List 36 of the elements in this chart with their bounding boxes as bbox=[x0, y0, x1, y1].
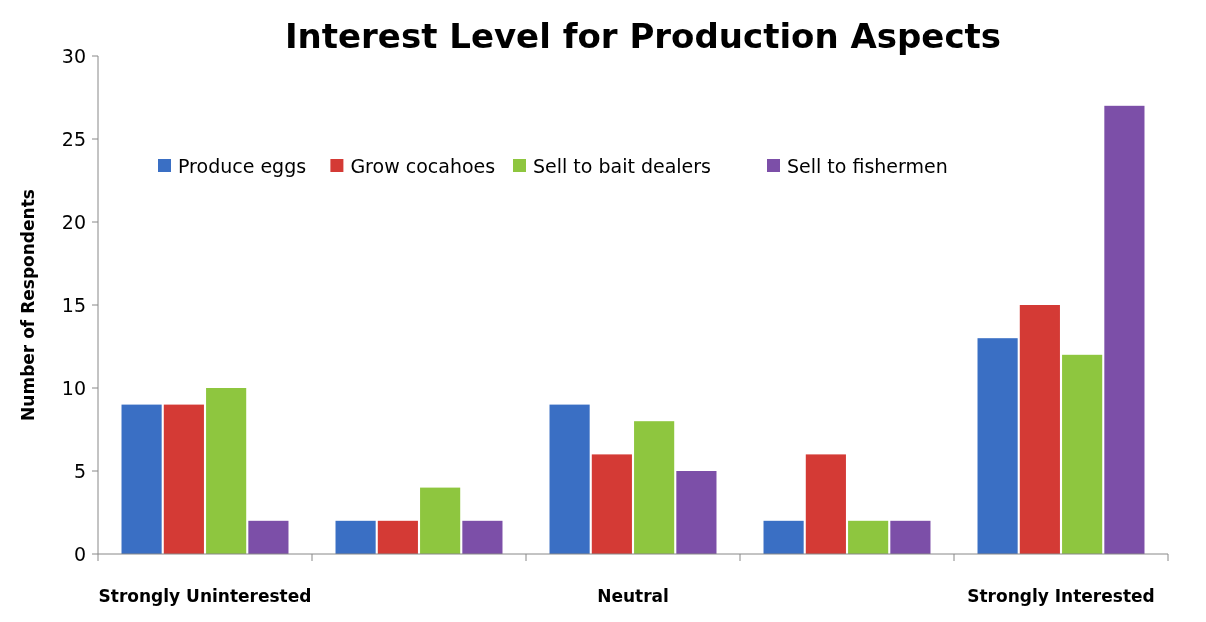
legend-label: Sell to bait dealers bbox=[533, 154, 712, 177]
y-tick-label: 5 bbox=[73, 459, 86, 482]
bar bbox=[420, 487, 461, 554]
y-tick-label: 0 bbox=[73, 542, 86, 565]
bar bbox=[634, 421, 675, 554]
bar bbox=[462, 520, 503, 554]
x-tick-label: Strongly Interested bbox=[967, 586, 1155, 606]
chart-title: Interest Level for Production Aspects bbox=[284, 16, 1002, 56]
x-tick-label: Strongly Uninterested bbox=[98, 586, 312, 606]
legend-label: Produce eggs bbox=[178, 154, 307, 177]
bar bbox=[377, 520, 418, 554]
bar bbox=[763, 520, 804, 554]
bar bbox=[121, 404, 162, 554]
bar bbox=[890, 520, 931, 554]
y-tick-label: 20 bbox=[61, 210, 86, 233]
bar bbox=[1019, 305, 1060, 554]
y-tick-label: 15 bbox=[61, 293, 86, 316]
bar bbox=[206, 388, 247, 554]
bar bbox=[549, 404, 590, 554]
bar bbox=[163, 404, 204, 554]
bar bbox=[805, 454, 846, 554]
legend-label: Grow cocahoes bbox=[350, 154, 496, 177]
bar bbox=[248, 520, 289, 554]
legend-label: Sell to fishermen bbox=[787, 154, 948, 177]
y-tick-label: 30 bbox=[61, 44, 86, 67]
bar bbox=[591, 454, 632, 554]
y-tick-label: 10 bbox=[61, 376, 86, 399]
bar bbox=[977, 338, 1018, 554]
bar bbox=[1104, 105, 1145, 554]
y-axis-title: Number of Respondents bbox=[18, 189, 38, 421]
bar bbox=[335, 520, 376, 554]
y-tick-label: 25 bbox=[61, 127, 86, 150]
bar bbox=[848, 520, 889, 554]
bar bbox=[1062, 354, 1103, 554]
x-tick-label: Neutral bbox=[597, 586, 669, 606]
bar bbox=[676, 471, 717, 554]
